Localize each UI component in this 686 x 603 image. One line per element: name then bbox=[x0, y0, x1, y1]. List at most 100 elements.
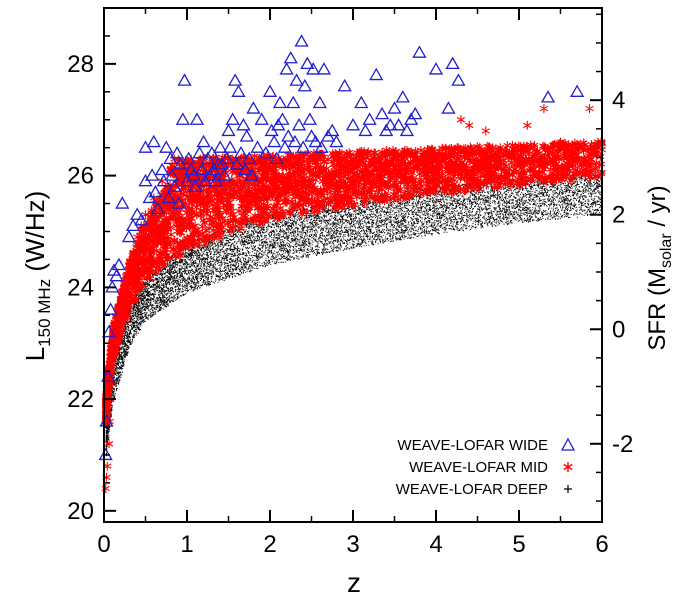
wide-point bbox=[287, 134, 303, 148]
wide-point bbox=[134, 212, 149, 226]
yr-tick-label: 0 bbox=[612, 316, 625, 343]
wide-point bbox=[233, 145, 249, 159]
y-right-title-unit: / yr) bbox=[644, 185, 671, 233]
x-tick-label: 0 bbox=[97, 531, 110, 558]
wide-point bbox=[175, 112, 190, 125]
wide-point bbox=[262, 84, 278, 97]
wide-point bbox=[169, 145, 185, 159]
legend-asterisk-icon bbox=[563, 462, 573, 472]
wide-point bbox=[279, 62, 294, 75]
wide-point bbox=[194, 162, 210, 176]
wide-point bbox=[219, 151, 234, 164]
wide-point bbox=[196, 134, 211, 148]
wide-point bbox=[362, 112, 377, 125]
legend-label: WEAVE-LOFAR WIDE bbox=[397, 437, 548, 454]
wide-point bbox=[159, 140, 174, 153]
y-tick-label: 28 bbox=[67, 51, 94, 78]
wide-point bbox=[445, 56, 460, 70]
wide-point bbox=[236, 118, 251, 131]
legend-label: WEAVE-LOFAR DEEP bbox=[396, 481, 548, 498]
y-left-title-main: L bbox=[20, 347, 50, 361]
wide-point bbox=[314, 140, 329, 153]
wide-point bbox=[289, 73, 304, 86]
y-tick-label: 22 bbox=[67, 386, 94, 413]
wide-point bbox=[130, 207, 145, 220]
deep-points bbox=[105, 170, 603, 460]
wide-point bbox=[345, 118, 361, 131]
wide-point bbox=[217, 168, 232, 181]
wide-point bbox=[272, 95, 288, 109]
wide-point bbox=[258, 145, 273, 159]
deep-series bbox=[105, 170, 603, 460]
y-tick-label: 24 bbox=[67, 274, 94, 301]
wide-point bbox=[358, 123, 373, 137]
wide-point bbox=[103, 302, 118, 315]
wide-point bbox=[277, 140, 293, 153]
wide-series bbox=[98, 34, 585, 461]
wide-point bbox=[296, 140, 311, 153]
wide-point bbox=[223, 140, 238, 153]
wide-point bbox=[192, 145, 207, 159]
y-axis-right: -2 0 2 4 bbox=[590, 13, 633, 502]
wide-point bbox=[441, 101, 456, 114]
wide-point bbox=[308, 134, 323, 148]
wide-point bbox=[145, 168, 160, 181]
wide-point bbox=[354, 95, 369, 109]
wide-point bbox=[167, 179, 182, 192]
wide-point bbox=[302, 112, 317, 125]
wide-point bbox=[267, 134, 282, 148]
wide-point bbox=[306, 62, 321, 75]
wide-point bbox=[325, 123, 340, 137]
wide-point bbox=[297, 78, 312, 92]
wide-point bbox=[189, 112, 205, 125]
y-right-title-sub: solar bbox=[658, 233, 675, 268]
wide-point bbox=[316, 62, 332, 75]
wide-point bbox=[569, 84, 585, 97]
x-tick-label: 5 bbox=[512, 531, 525, 558]
y-tick-label: 26 bbox=[67, 163, 94, 190]
wide-point bbox=[395, 90, 410, 103]
wide-point bbox=[177, 73, 192, 86]
wide-point bbox=[540, 90, 556, 103]
wide-point bbox=[374, 106, 390, 120]
x-tick-label: 1 bbox=[180, 531, 193, 558]
wide-point bbox=[239, 129, 254, 142]
wide-point bbox=[154, 162, 170, 176]
wide-point bbox=[225, 112, 240, 125]
y-left-title-unit: (W/Hz) bbox=[20, 191, 50, 279]
y-left-title-sub: 150 MHz bbox=[35, 279, 54, 347]
wide-point bbox=[283, 50, 298, 64]
y-axis-left-title: L150 MHz (W/Hz) bbox=[20, 191, 54, 362]
wide-point bbox=[150, 201, 166, 215]
wide-point bbox=[213, 140, 228, 153]
wide-point bbox=[408, 106, 423, 120]
wide-point bbox=[146, 134, 161, 148]
wide-point bbox=[228, 73, 243, 86]
wide-point bbox=[329, 134, 344, 148]
wide-point bbox=[121, 229, 137, 243]
wide-point bbox=[246, 101, 261, 114]
wide-point bbox=[109, 268, 124, 282]
mid-series bbox=[101, 104, 606, 493]
y-axis-right-title: SFR (Msolar / yr) bbox=[644, 185, 675, 350]
wide-point bbox=[399, 123, 415, 137]
wide-point bbox=[229, 157, 244, 170]
yr-tick-label: -2 bbox=[612, 431, 633, 458]
wide-point bbox=[237, 162, 253, 176]
wide-point bbox=[250, 140, 265, 153]
wide-point bbox=[291, 118, 307, 131]
yr-tick-label: 2 bbox=[612, 202, 625, 229]
wide-point bbox=[111, 257, 127, 271]
wide-point bbox=[269, 151, 284, 164]
legend-label: WEAVE-LOFAR MID bbox=[409, 459, 548, 476]
x-axis: 0 1 2 3 4 5 6 bbox=[97, 8, 609, 558]
x-tick-label: 6 bbox=[595, 531, 608, 558]
wide-point bbox=[451, 73, 466, 86]
wide-point bbox=[412, 45, 427, 58]
mid-points bbox=[101, 104, 606, 493]
legend-triangle-icon bbox=[560, 437, 576, 451]
wide-point bbox=[188, 179, 203, 192]
legend: WEAVE-LOFAR WIDE WEAVE-LOFAR MID WEAVE-LOF… bbox=[396, 437, 576, 498]
wide-point bbox=[275, 112, 290, 125]
wide-point bbox=[231, 84, 246, 97]
